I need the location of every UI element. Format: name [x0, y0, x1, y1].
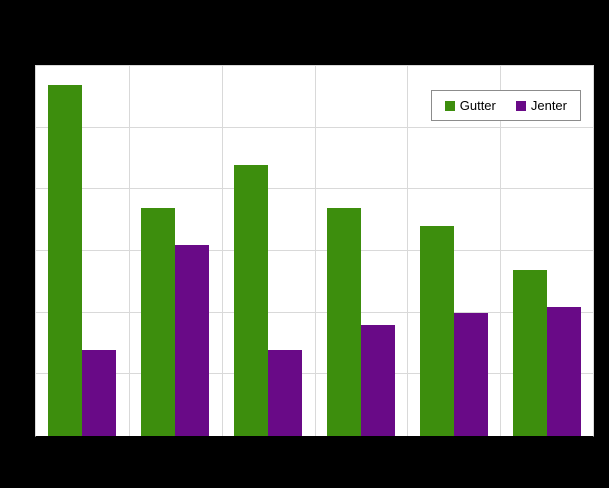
bar-group [314, 66, 407, 436]
bar-jenter [546, 306, 581, 436]
legend-swatch-jenter-icon [515, 100, 526, 111]
v-gridline [407, 66, 409, 436]
bar-group [407, 66, 500, 436]
bar-jenter [360, 325, 395, 436]
bar-gutter [326, 207, 361, 436]
v-gridline [314, 66, 316, 436]
legend-item-gutter: Gutter [444, 98, 496, 113]
h-gridline [36, 65, 593, 66]
bar-gutter [141, 207, 176, 436]
bar-group [129, 66, 222, 436]
legend-item-jenter: Jenter [515, 98, 567, 113]
bar-jenter [82, 349, 117, 436]
bar-gutter [234, 164, 269, 436]
v-gridline [221, 66, 223, 436]
bar-jenter [268, 349, 303, 436]
legend-label-jenter: Jenter [530, 98, 567, 113]
bar-jenter [453, 312, 488, 436]
bar-group [36, 66, 129, 436]
legend-swatch-gutter-icon [444, 100, 455, 111]
bar-group [500, 66, 593, 436]
bar-jenter [175, 244, 210, 436]
bar-gutter [419, 226, 454, 436]
gridlines [36, 65, 593, 436]
bars [36, 66, 593, 436]
v-gridline [128, 66, 130, 436]
legend-label-gutter: Gutter [459, 98, 496, 113]
bar-gutter [512, 269, 547, 436]
v-gridline [500, 66, 502, 436]
bar-group [222, 66, 315, 436]
plot-area: Gutter Jenter [35, 65, 594, 437]
bar-gutter [48, 84, 83, 436]
legend: Gutter Jenter [430, 90, 581, 121]
